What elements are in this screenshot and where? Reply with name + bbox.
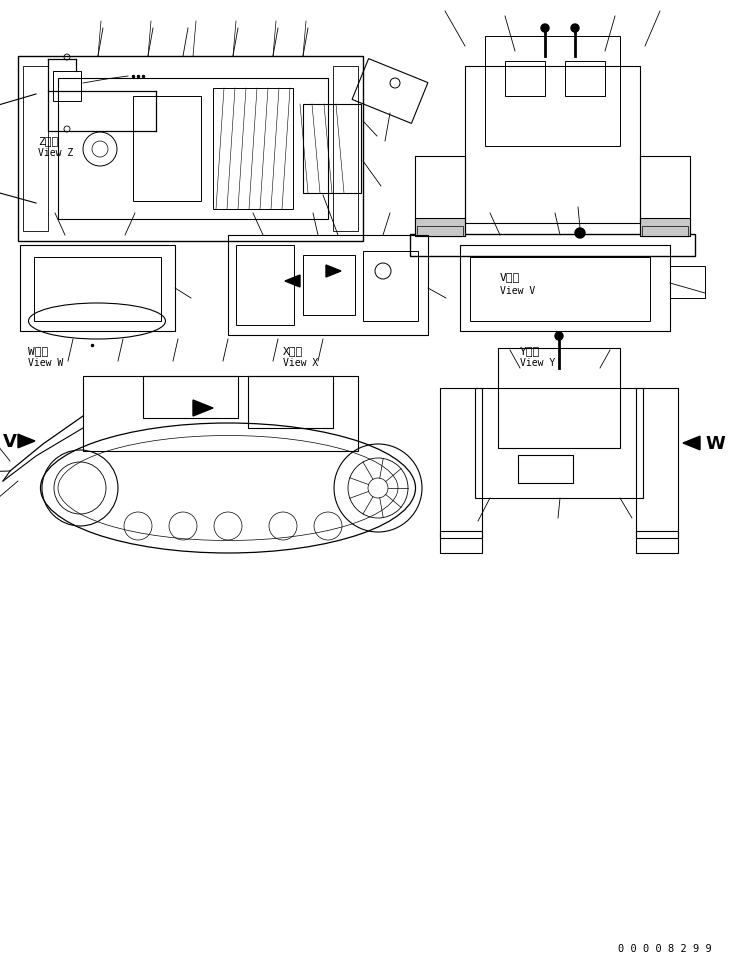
Polygon shape xyxy=(683,436,700,451)
Bar xyxy=(470,258,650,322)
Bar xyxy=(23,67,48,232)
Text: V　視: V 視 xyxy=(500,272,520,282)
Bar xyxy=(83,377,358,452)
Bar xyxy=(485,37,620,147)
Bar xyxy=(333,67,358,232)
Bar xyxy=(518,456,573,483)
Bar xyxy=(415,219,465,236)
Bar xyxy=(640,157,690,236)
Bar xyxy=(236,246,294,326)
Bar xyxy=(34,258,161,322)
Text: View Z: View Z xyxy=(38,148,73,158)
Bar xyxy=(303,105,361,194)
Text: View V: View V xyxy=(500,285,535,296)
Text: W　視: W 視 xyxy=(28,346,48,356)
Polygon shape xyxy=(326,266,341,278)
Bar xyxy=(18,57,363,242)
Bar xyxy=(133,97,201,202)
Bar xyxy=(303,256,355,315)
Text: X　視: X 視 xyxy=(283,346,303,356)
Polygon shape xyxy=(18,434,35,449)
Circle shape xyxy=(575,229,585,238)
Text: View X: View X xyxy=(283,357,319,368)
Bar xyxy=(440,531,482,554)
Bar xyxy=(248,377,333,429)
Text: View Y: View Y xyxy=(520,357,555,368)
Bar xyxy=(498,349,620,449)
Bar xyxy=(670,267,705,299)
Bar xyxy=(228,235,428,335)
Circle shape xyxy=(541,25,549,33)
Bar xyxy=(58,79,328,220)
Circle shape xyxy=(571,25,579,33)
Bar xyxy=(363,252,418,322)
Circle shape xyxy=(555,333,563,340)
Text: View W: View W xyxy=(28,357,64,368)
Bar xyxy=(465,67,640,224)
Bar xyxy=(213,89,293,209)
Text: V: V xyxy=(3,432,17,451)
Polygon shape xyxy=(193,401,213,416)
Bar xyxy=(20,246,175,332)
Bar xyxy=(642,227,688,236)
Bar xyxy=(53,72,81,102)
Bar xyxy=(636,531,678,554)
Text: Y　視: Y 視 xyxy=(520,346,540,356)
Bar xyxy=(143,377,238,419)
Bar xyxy=(636,388,678,538)
Bar xyxy=(410,234,695,257)
Polygon shape xyxy=(285,276,300,287)
Bar xyxy=(440,388,482,538)
Bar xyxy=(417,227,463,236)
Bar xyxy=(565,62,605,97)
Bar xyxy=(640,219,690,236)
Bar xyxy=(415,157,465,236)
Bar xyxy=(505,62,545,97)
Text: W: W xyxy=(705,434,725,453)
Text: Z　視: Z 視 xyxy=(38,136,58,146)
Bar xyxy=(460,246,670,332)
Bar xyxy=(475,388,643,499)
Text: 0 0 0 0 8 2 9 9: 0 0 0 0 8 2 9 9 xyxy=(618,943,712,953)
